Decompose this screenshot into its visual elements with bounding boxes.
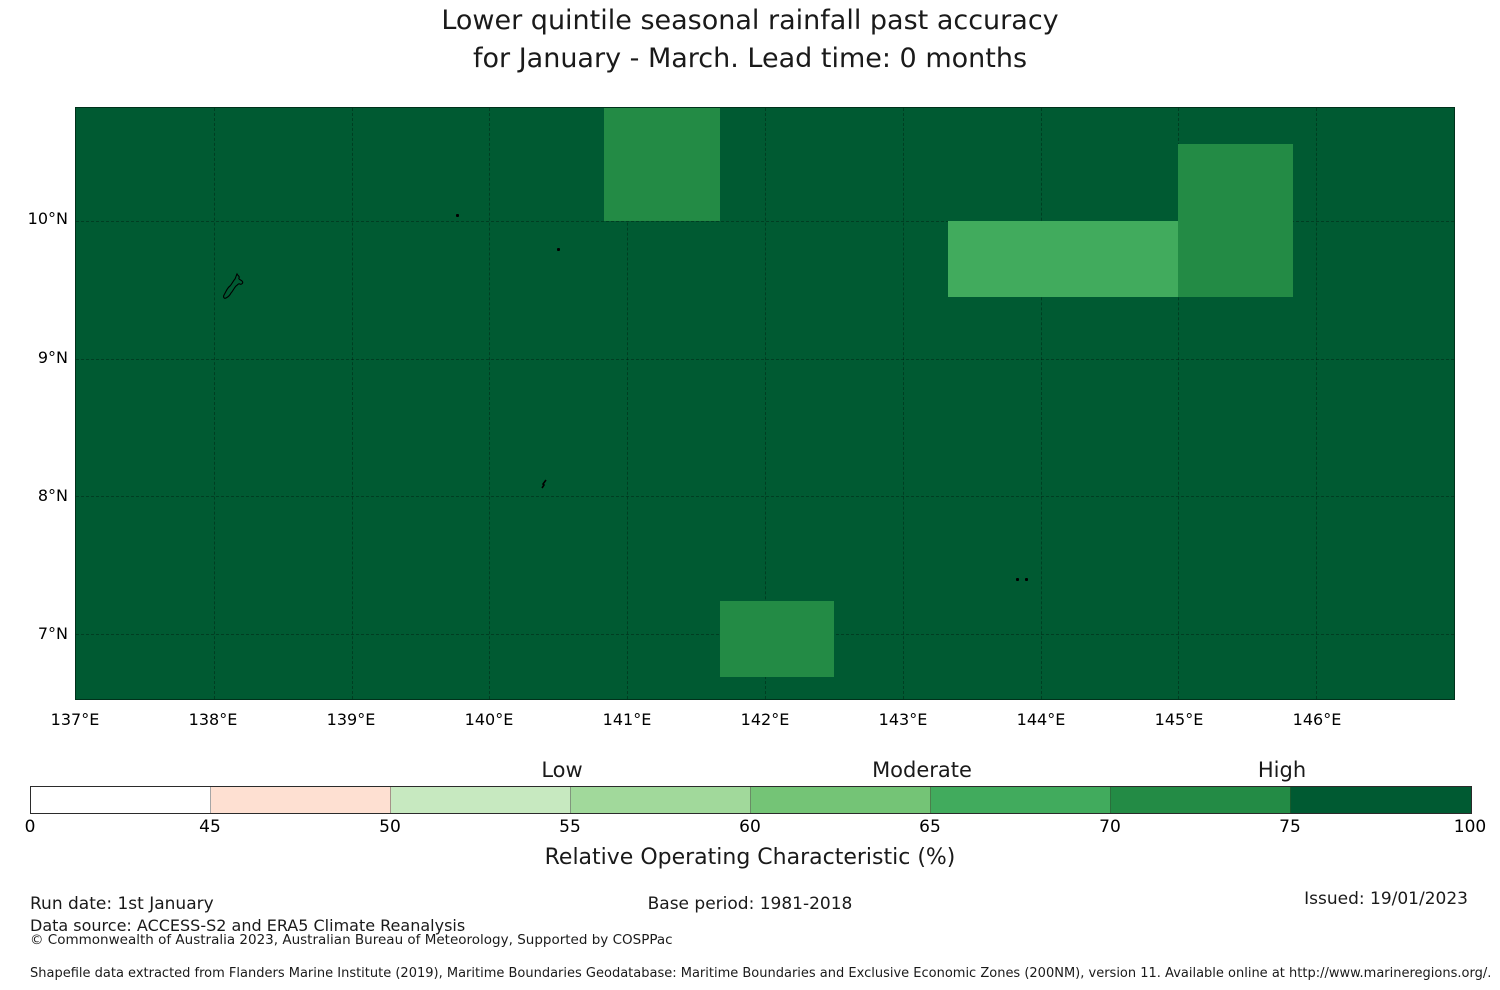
- footer-base-period: Base period: 1981-2018: [647, 894, 853, 914]
- x-tick-label: 137°E: [50, 710, 100, 729]
- colorbar-tick-label: 60: [739, 817, 761, 837]
- gridline-longitude: [902, 108, 904, 699]
- gridline-longitude: [1040, 108, 1042, 699]
- x-tick-label: 141°E: [602, 710, 652, 729]
- island-dot-mark: [1015, 577, 1019, 581]
- gridline-longitude: [489, 108, 491, 699]
- colorbar-segment: [571, 787, 751, 813]
- colorbar-tick-label: 75: [1279, 817, 1301, 837]
- colorbar-segment: [211, 787, 391, 813]
- colorbar-segment: [31, 787, 211, 813]
- gridline-latitude: [76, 496, 1454, 498]
- footer-copyright: © Commonwealth of Australia 2023, Austra…: [30, 932, 673, 948]
- island-outline-mark: [221, 272, 247, 304]
- gridline-longitude: [1316, 108, 1318, 699]
- x-tick-label: 138°E: [188, 710, 238, 729]
- gridline-latitude: [76, 358, 1454, 360]
- gridline-longitude: [1178, 108, 1180, 699]
- roc-cell: [603, 108, 720, 221]
- colorbar-tick-label: 50: [379, 817, 401, 837]
- colorbar-segment: [751, 787, 931, 813]
- colorbar-tick-label: 45: [199, 817, 221, 837]
- x-tick-label: 143°E: [878, 710, 928, 729]
- footer-run-date: Run date: 1st January: [30, 894, 214, 914]
- gridline-longitude: [765, 108, 766, 699]
- colorbar-category-label: Moderate: [872, 758, 972, 782]
- y-tick-label: 8°N: [37, 485, 68, 505]
- gridline-longitude: [351, 108, 353, 699]
- colorbar-tick-label: 70: [1099, 817, 1121, 837]
- y-axis-ticks: 10°N 9°N 8°N 7°N: [0, 0, 75, 990]
- footer-data-source: Data source: ACCESS-S2 and ERA5 Climate …: [30, 916, 466, 935]
- x-tick-label: 140°E: [464, 710, 514, 729]
- footer-shapefile-note: Shapefile data extracted from Flanders M…: [30, 966, 1492, 981]
- colorbar-axis-label: Relative Operating Characteristic (%): [544, 845, 956, 870]
- x-tick-label: 142°E: [740, 710, 790, 729]
- island-dot-mark: [456, 213, 460, 217]
- x-tick-label: 144°E: [1016, 710, 1066, 729]
- island-squiggle-mark: [540, 474, 549, 493]
- colorbar-category-label: Low: [541, 758, 583, 782]
- colorbar-tick-label: 55: [559, 817, 581, 837]
- roc-cell: [719, 601, 834, 677]
- gridline-longitude: [627, 108, 629, 699]
- roc-cell: [948, 220, 1179, 297]
- colorbar-segment: [1291, 787, 1471, 813]
- x-tick-label: 145°E: [1154, 710, 1204, 729]
- chart-title-line2: for January - March. Lead time: 0 months: [472, 43, 1028, 74]
- colorbar: [30, 786, 1472, 814]
- y-tick-label: 7°N: [37, 624, 68, 644]
- roc-cell: [1178, 143, 1293, 297]
- y-tick-label: 10°N: [27, 209, 68, 229]
- island-dot-mark: [556, 248, 560, 252]
- gridline-latitude: [76, 220, 1454, 222]
- colorbar-segment: [391, 787, 571, 813]
- footer-issued: Issued: 19/01/2023: [1304, 889, 1468, 909]
- y-tick-label: 9°N: [37, 347, 68, 367]
- colorbar-tick-label: 100: [1453, 817, 1487, 837]
- x-tick-label: 139°E: [326, 710, 376, 729]
- chart-title-line1: Lower quintile seasonal rainfall past ac…: [441, 5, 1059, 36]
- colorbar-segment: [1111, 787, 1291, 813]
- island-dot-mark: [1025, 577, 1029, 581]
- colorbar-category-label: High: [1257, 758, 1307, 782]
- colorbar-segment: [931, 787, 1111, 813]
- map-plot: [75, 107, 1455, 700]
- colorbar-tick-label: 65: [919, 817, 941, 837]
- x-axis-ticks: 137°E 138°E 139°E 140°E 141°E 142°E 143°E 144°E…: [0, 710, 1500, 734]
- chart-title: Lower quintile seasonal rainfall past ac…: [0, 2, 1500, 78]
- gridline-longitude: [213, 108, 215, 699]
- x-tick-label: 146°E: [1292, 710, 1342, 729]
- colorbar-tick-label: 0: [24, 817, 36, 837]
